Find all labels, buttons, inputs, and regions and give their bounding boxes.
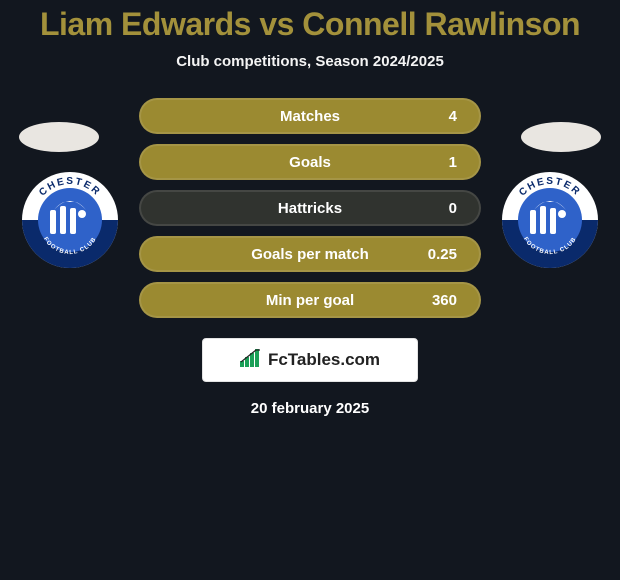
club-badge-right: CHESTER FOOTBALL CLUB <box>500 170 600 270</box>
stat-label: Matches <box>141 108 479 125</box>
brand-name: FcTables.com <box>268 350 380 370</box>
stat-row: Matches 4 <box>139 98 481 134</box>
stat-row: Goals 1 <box>139 144 481 180</box>
player-left-name: Liam Edwards <box>40 6 251 42</box>
stat-row: Min per goal 360 <box>139 282 481 318</box>
decoration-ellipse-right <box>521 122 601 152</box>
player-right-name: Connell Rawlinson <box>302 6 580 42</box>
stat-row: Hattricks 0 <box>139 190 481 226</box>
stat-label: Hattricks <box>141 200 479 217</box>
comparison-date: 20 february 2025 <box>0 400 620 417</box>
club-badge-left: CHESTER FOOTBALL CLUB <box>20 170 120 270</box>
stat-row: Goals per match 0.25 <box>139 236 481 272</box>
brand-footer: FcTables.com <box>202 338 418 382</box>
stat-label: Goals <box>141 154 479 171</box>
vs-label: vs <box>259 6 294 42</box>
decoration-ellipse-left <box>19 122 99 152</box>
comparison-title: Liam Edwards vs Connell Rawlinson <box>0 0 620 43</box>
comparison-subtitle: Club competitions, Season 2024/2025 <box>0 53 620 70</box>
bars-icon <box>240 349 262 372</box>
stat-label: Goals per match <box>141 246 479 263</box>
stat-label: Min per goal <box>141 292 479 309</box>
